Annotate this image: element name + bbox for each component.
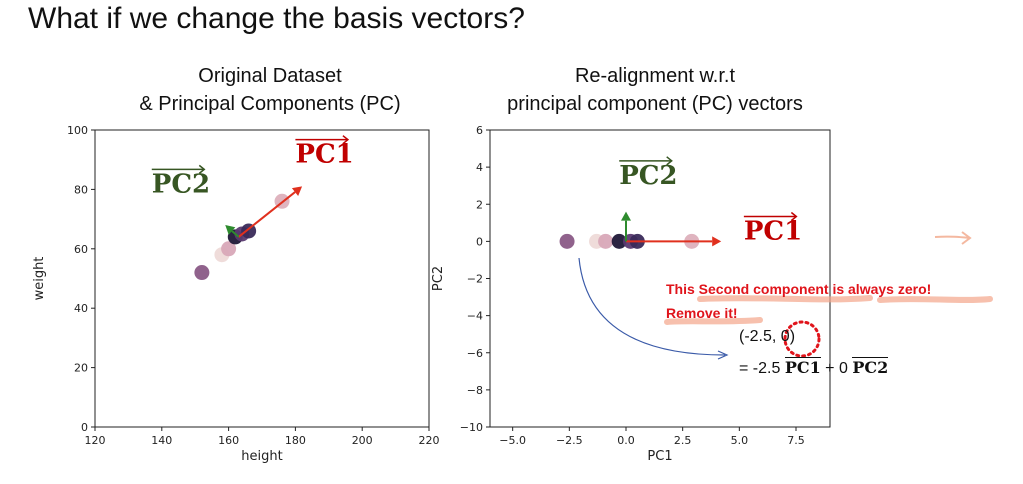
vector-pc1 — [237, 191, 296, 238]
vector-overline-arrow-icon — [790, 211, 798, 222]
vector-label-pc1: PC1 — [744, 217, 802, 247]
equation-pc2: PC2 — [852, 357, 889, 377]
vector-arrowhead-icon — [291, 186, 303, 196]
x-tick-label: 7.5 — [787, 434, 805, 447]
equation: = -2.5 PC1 + 0 PC2 — [739, 357, 889, 378]
x-tick-label: 200 — [352, 434, 373, 447]
remove-note: Remove it! — [666, 305, 738, 321]
vector-arrowhead-icon — [621, 211, 631, 221]
x-tick-label: 5.0 — [731, 434, 749, 447]
x-tick-label: 120 — [85, 434, 106, 447]
data-point — [611, 233, 627, 249]
highlight-arrow-icon — [934, 231, 972, 245]
x-tick-label: 2.5 — [674, 434, 692, 447]
data-point — [194, 265, 210, 281]
y-tick-label: 80 — [74, 183, 88, 196]
zero-component-note: This Second component is always zero! — [666, 281, 932, 297]
y-tick-label: 0 — [476, 235, 483, 248]
y-tick-label: 2 — [476, 198, 483, 211]
equation-mid: + 0 — [825, 360, 848, 377]
vector-label-pc1: PC1 — [295, 140, 353, 170]
data-point — [221, 241, 237, 257]
y-tick-label: 60 — [74, 243, 88, 256]
vector-overline-arrow-icon — [666, 156, 673, 166]
right-scatter-chart: −5.0 −2.5 0.0 2.5 5.0 7.5 −10 −8 −6 −4 −2 0 2 4 6 PC1 PC… — [431, 124, 831, 464]
left-scatter-chart: 120 140 160 180 200 220 0 20 40 60 80 100 height weig… — [32, 124, 440, 464]
y-axis-label: PC2 — [431, 266, 446, 291]
x-axis-label: height — [241, 449, 282, 464]
data-point — [559, 233, 575, 249]
y-tick-label: −4 — [467, 310, 483, 323]
slide-title: What if we change the basis vectors? — [28, 2, 525, 35]
highlight-stroke — [877, 296, 993, 303]
right-chart-title: Re-alignment w.r.t principal component (… — [450, 62, 860, 118]
x-tick-label: 160 — [218, 434, 239, 447]
equation-prefix: = -2.5 — [739, 360, 781, 377]
vector-label-pc2: PC2 — [152, 169, 210, 199]
y-tick-label: 40 — [74, 302, 88, 315]
x-tick-label: −2.5 — [556, 434, 583, 447]
y-tick-label: 100 — [67, 124, 88, 137]
y-tick-label: 20 — [74, 362, 88, 375]
y-tick-label: 6 — [476, 124, 483, 137]
vector-label-pc2: PC2 — [619, 161, 677, 191]
x-tick-label: −5.0 — [499, 434, 526, 447]
coordinate-text: (-2.5, 0) — [739, 328, 796, 345]
y-tick-label: 0 — [81, 421, 88, 434]
x-tick-label: 220 — [419, 434, 440, 447]
vector-pc2 — [231, 230, 240, 238]
y-tick-label: −2 — [467, 273, 483, 286]
y-axis-label: weight — [32, 257, 47, 301]
y-tick-label: −8 — [467, 384, 483, 397]
x-tick-label: 140 — [151, 434, 172, 447]
vector-overline-arrow-icon — [198, 164, 206, 174]
left-chart-title-line2: & Principal Components (PC) — [139, 93, 401, 115]
vector-arrowhead-icon — [225, 225, 236, 235]
right-chart-title-line1: Re-alignment w.r.t — [574, 65, 736, 87]
y-tick-label: −10 — [460, 421, 483, 434]
vector-arrowhead-icon — [712, 236, 722, 247]
right-chart-title-line2: principal component (PC) vectors — [507, 93, 803, 115]
left-chart-title-line1: Original Dataset — [198, 65, 342, 87]
vector-overline-arrow-icon — [342, 135, 350, 145]
x-tick-label: 0.0 — [617, 434, 635, 447]
x-tick-label: 180 — [285, 434, 306, 447]
left-chart-title: Original Dataset & Principal Components … — [60, 62, 480, 118]
y-tick-label: 4 — [476, 161, 483, 174]
x-axis-label: PC1 — [647, 449, 672, 464]
plot-frame — [94, 129, 430, 428]
y-tick-label: −6 — [467, 347, 483, 360]
equation-pc1: PC1 — [784, 357, 821, 377]
data-point — [598, 233, 614, 249]
